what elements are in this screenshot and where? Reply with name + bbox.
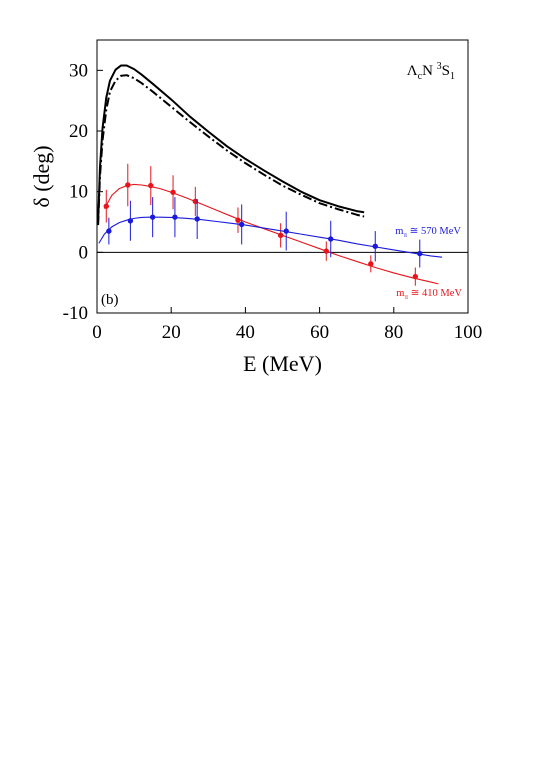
solid-curve (97, 64, 365, 223)
data-point (368, 261, 374, 267)
x-axis-label: E (MeV) (243, 351, 322, 376)
title-s-sub: 1 (450, 71, 455, 82)
series-1 (98, 197, 443, 268)
label-410-rest: ≅ 410 MeV (408, 288, 462, 299)
data-point (328, 236, 334, 242)
data-point (192, 198, 199, 205)
data-point (235, 217, 241, 223)
data-point (148, 182, 154, 189)
series-0 (103, 163, 439, 286)
title-lambda: Λ (407, 63, 418, 79)
x-tick-label: 60 (310, 322, 329, 343)
y-tick-label: 30 (69, 60, 88, 81)
data-point (238, 221, 245, 228)
title-s: S (442, 63, 450, 79)
y-axis-label: δ (deg) (29, 145, 54, 207)
plot-frame (96, 39, 469, 314)
model-curves (97, 64, 365, 226)
chart-title: ΛcN 3S1 (407, 61, 455, 82)
fit-line (103, 183, 439, 285)
data-point (103, 203, 109, 209)
x-tick-label: 20 (162, 322, 181, 343)
dash-dot-curve (97, 74, 365, 226)
data-point (277, 232, 284, 239)
y-tick-label: 20 (69, 121, 88, 142)
x-tick-label: 0 (92, 322, 102, 343)
fit-line (98, 216, 443, 258)
data-point (412, 273, 419, 280)
label-570-m: m (395, 226, 403, 237)
series-label-570: mπ ≅ 570 MeV (395, 226, 461, 239)
data-point (323, 248, 329, 254)
data-point (417, 250, 423, 257)
label-570-rest: ≅ 570 MeV (407, 226, 461, 237)
x-tick-label: 40 (236, 322, 255, 343)
title-n: N (422, 63, 437, 79)
panel-label: (b) (101, 292, 119, 308)
data-point (372, 243, 378, 249)
title-lambda-sub: c (418, 71, 423, 82)
label-570-sub: π (403, 231, 407, 239)
data-point (283, 228, 289, 234)
series-label-410: mπ ≅ 410 MeV (396, 288, 462, 301)
x-tick-label: 80 (384, 322, 403, 343)
data-point (194, 216, 200, 222)
label-410-sub: π (404, 293, 408, 301)
data-series (98, 163, 443, 286)
y-tick-label: 0 (79, 242, 89, 263)
data-point (149, 214, 156, 220)
y-tick-label: 10 (69, 182, 88, 203)
data-point (125, 182, 131, 188)
data-point (106, 228, 112, 234)
x-tick-label: 100 (454, 322, 483, 343)
y-tick-label: -10 (63, 303, 88, 324)
label-410-m: m (396, 288, 404, 299)
data-point (170, 189, 176, 195)
title-sup: 3 (437, 61, 442, 72)
data-point (127, 218, 134, 224)
data-point (172, 214, 178, 220)
